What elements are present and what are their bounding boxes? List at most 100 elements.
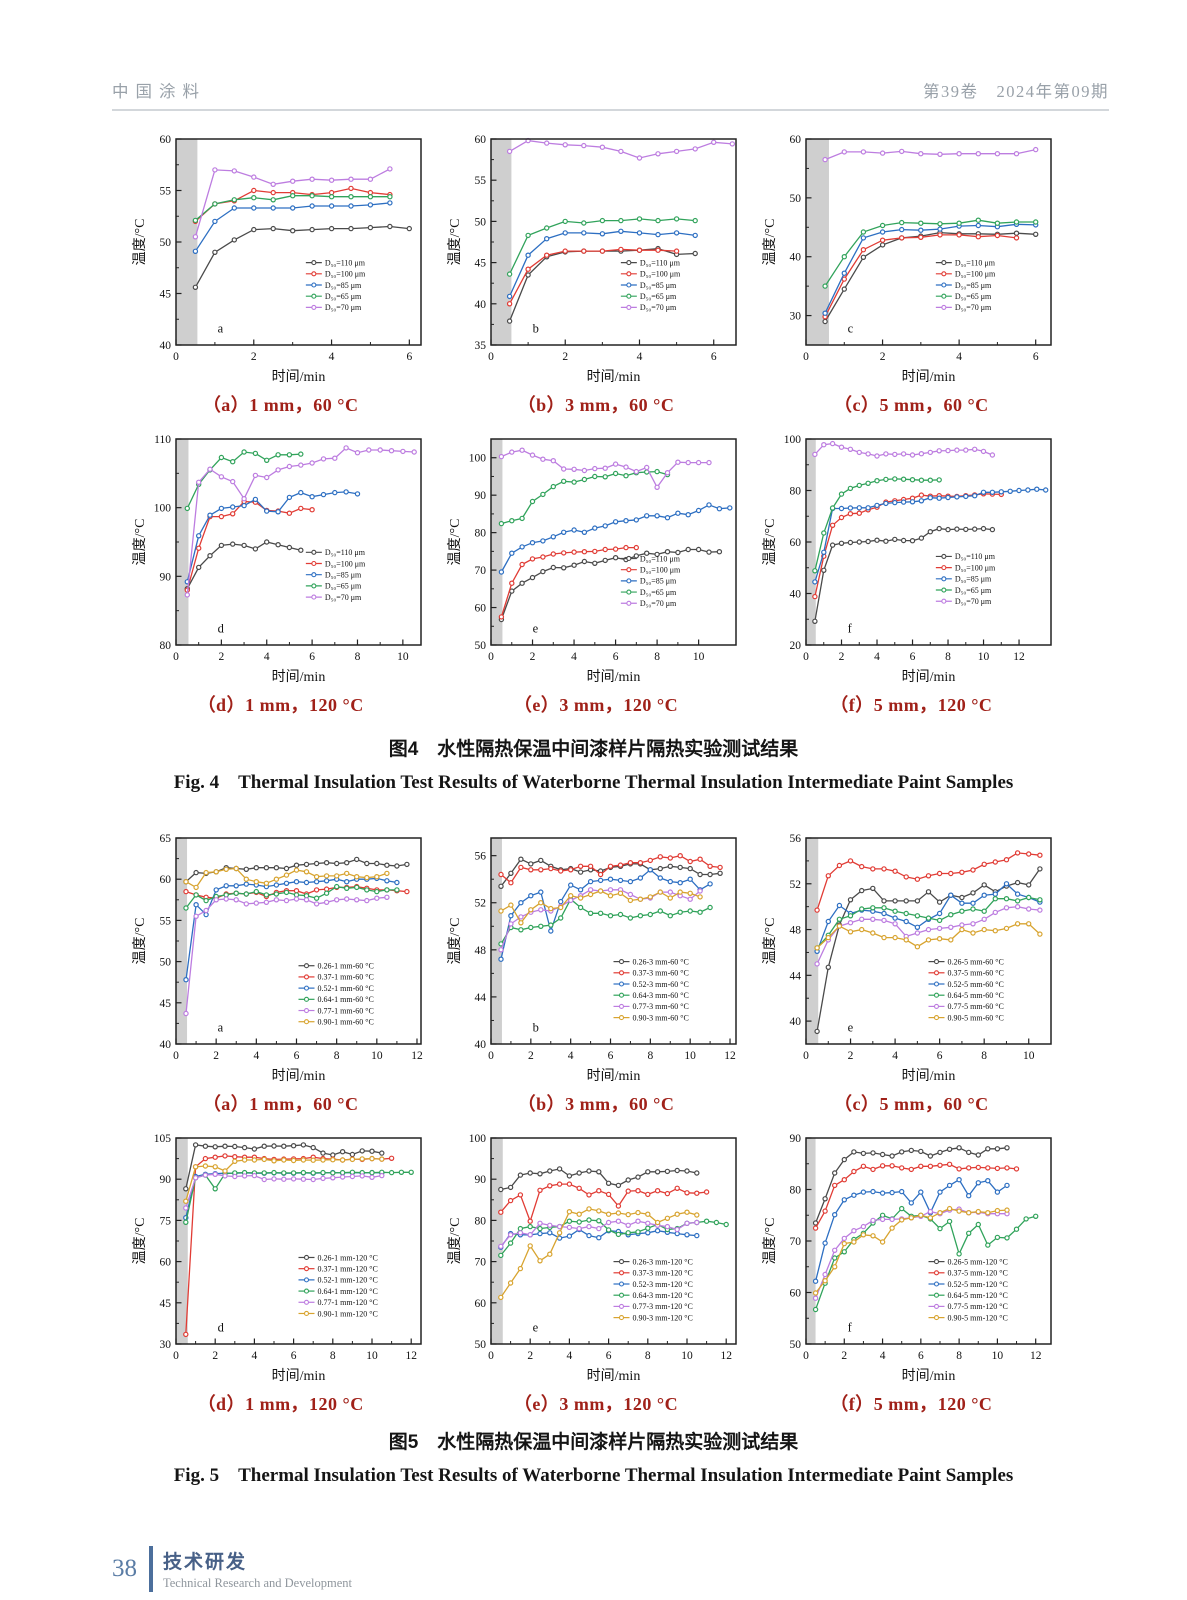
svg-text:40: 40 (474, 299, 486, 311)
legend-label: 0.52-5 mm-60 °C (948, 979, 1004, 988)
panel-letter: b (533, 322, 539, 336)
svg-text:90: 90 (159, 571, 171, 583)
chart-fig5c: 0 2 4 6 8 10 40 44 48 52 56 时间/min 温度/°C e 0.26-5 mm-6… (762, 833, 1053, 1084)
svg-text:60: 60 (474, 603, 486, 615)
legend-label: 0.77-5 mm-120 °C (948, 1302, 1008, 1311)
panel-letter: f (848, 1320, 853, 1334)
svg-text:4: 4 (637, 351, 643, 363)
svg-text:8: 8 (645, 1350, 651, 1362)
svg-text:10: 10 (992, 1350, 1004, 1362)
svg-text:2: 2 (842, 1350, 848, 1362)
svg-text:10: 10 (681, 1350, 693, 1362)
svg-text:56: 56 (790, 833, 802, 845)
figure4-caption: 图4 水性隔热保温中间漆样片隔热实验测试结果 Fig. 4 Thermal In… (0, 733, 1187, 800)
panel-caption-fig5f: （f）5 mm，120 °C (830, 1393, 993, 1414)
legend-label: 0.64-3 mm-120 °C (632, 1291, 692, 1300)
svg-text:时间/min: 时间/min (271, 1068, 325, 1084)
panel-caption-fig4d: （d）1 mm，120 °C (197, 695, 364, 715)
svg-text:100: 100 (469, 453, 487, 465)
chart-fig4c: 0 2 4 6 30 40 50 60 时间/min 温度/°C c D₅₀=110 μm D₅₀=10… (762, 134, 1053, 385)
svg-text:6: 6 (711, 351, 717, 363)
svg-text:6: 6 (918, 1350, 924, 1362)
svg-text:70: 70 (474, 1256, 486, 1268)
svg-text:30: 30 (790, 311, 802, 323)
panel-caption-fig4e: （e）3 mm，120 °C (513, 695, 679, 715)
chart-fig4e: 0 2 4 6 8 10 50 60 70 80 90 100 时间/min 温度/°C e D₅₀=110 … (447, 438, 737, 685)
legend-label: D₅₀=65 μm (640, 292, 677, 301)
legend-label: D₅₀=100 μm (640, 565, 681, 574)
svg-text:20: 20 (790, 640, 802, 652)
chart-fig4d: 0 2 4 6 8 10 80 90 100 110 时间/min 温度/°C d D₅₀=110 μm D… (132, 434, 422, 685)
svg-text:温度/°C: 温度/°C (132, 1217, 148, 1264)
legend-label: 0.64-3 mm-60 °C (632, 991, 688, 1000)
chart-panel-fig5d: 0 2 4 6 8 10 12 30 45 60 75 90 105 时间/min 温度/°C d 0.26-1… (126, 1126, 435, 1416)
svg-text:2: 2 (880, 351, 886, 363)
legend-label: D₅₀=110 μm (325, 548, 366, 557)
svg-text:4: 4 (264, 651, 270, 663)
legend-label: 0.37-5 mm-120 °C (948, 1268, 1008, 1277)
legend-label: 0.52-1 mm-120 °C (317, 1275, 377, 1284)
svg-text:0: 0 (488, 1050, 494, 1062)
svg-text:60: 60 (159, 1256, 171, 1268)
svg-text:80: 80 (790, 1184, 802, 1196)
legend-label: 0.52-5 mm-120 °C (948, 1279, 1008, 1288)
legend-label: D₅₀=65 μm (640, 588, 677, 597)
svg-text:时间/min: 时间/min (587, 369, 641, 385)
svg-text:40: 40 (790, 589, 802, 601)
svg-text:56: 56 (474, 850, 486, 862)
panel-letter: a (217, 322, 223, 336)
footer-section-cn: 技术研发 (163, 1552, 248, 1573)
svg-text:8: 8 (945, 651, 951, 663)
page-header: 中国涂料 第39卷 2024年第09期 (112, 78, 1109, 111)
svg-text:45: 45 (474, 258, 486, 270)
svg-text:4: 4 (893, 1050, 899, 1062)
svg-text:40: 40 (159, 1039, 171, 1051)
svg-text:60: 60 (159, 134, 171, 146)
legend-label: D₅₀=85 μm (325, 571, 362, 580)
svg-text:时间/min: 时间/min (902, 669, 956, 685)
panel-letter: e (848, 1020, 854, 1034)
legend-label: D₅₀=110 μm (955, 552, 996, 561)
chart-panel-fig5c: 0 2 4 6 8 10 40 44 48 52 56 时间/min 温度/°C e 0.26-5 mm-6… (757, 826, 1066, 1116)
svg-text:0: 0 (803, 1350, 809, 1362)
legend-label: 0.26-3 mm-120 °C (632, 1257, 692, 1266)
svg-text:48: 48 (790, 924, 802, 936)
chart-fig5b: 0 2 4 6 8 10 12 40 44 48 52 56 时间/min 温度/°C b 0.26-3 mm… (447, 836, 737, 1084)
svg-text:2: 2 (562, 351, 568, 363)
chart-fig5d: 0 2 4 6 8 10 12 30 45 60 75 90 105 时间/min 温度/°C d 0.26-1… (132, 1133, 422, 1384)
svg-text:90: 90 (790, 1133, 802, 1145)
svg-text:2: 2 (218, 651, 224, 663)
legend-label: 0.26-5 mm-60 °C (948, 957, 1004, 966)
legend-label: 0.90-1 mm-60 °C (317, 1017, 373, 1026)
svg-text:时间/min: 时间/min (902, 1368, 956, 1384)
figure4-panels: 0 2 4 6 40 45 50 55 60 时间/min 温度/°C a D₅₀=110 μm D₅₀=… (126, 127, 1066, 717)
svg-text:8: 8 (330, 1350, 336, 1362)
svg-text:0: 0 (173, 351, 179, 363)
svg-text:75: 75 (159, 1215, 171, 1227)
panel-caption-fig5e: （e）3 mm，120 °C (513, 1393, 679, 1414)
svg-text:8: 8 (982, 1050, 988, 1062)
svg-text:0: 0 (803, 651, 809, 663)
svg-text:温度/°C: 温度/°C (447, 1217, 463, 1264)
svg-text:4: 4 (571, 651, 577, 663)
panel-caption-fig4b: （b）3 mm，60 °C (517, 395, 675, 415)
legend-label: 0.26-3 mm-60 °C (632, 957, 688, 966)
panel-letter: e (533, 622, 539, 636)
chart-panel-fig4e: 0 2 4 6 8 10 50 60 70 80 90 100 时间/min 温度/°C e D₅₀=110 … (441, 427, 750, 717)
svg-text:6: 6 (910, 651, 916, 663)
svg-text:60: 60 (474, 1297, 486, 1309)
legend-label: 0.77-3 mm-60 °C (632, 1002, 688, 1011)
svg-text:时间/min: 时间/min (587, 669, 641, 685)
legend-label: D₅₀=70 μm (325, 303, 362, 312)
svg-text:44: 44 (474, 991, 486, 1003)
footer-section: 技术研发 Technical Research and Development (163, 1547, 352, 1591)
svg-text:60: 60 (790, 537, 802, 549)
svg-text:6: 6 (290, 1350, 296, 1362)
figure5-caption-cn: 图5 水性隔热保温中间漆样片隔热实验测试结果 (388, 1431, 799, 1453)
svg-text:0: 0 (173, 651, 179, 663)
chart-panel-fig4f: 0 2 4 6 8 10 12 20 40 60 80 100 时间/min 温度/°C f D₅₀=110 … (757, 427, 1066, 717)
figure4-caption-en: Fig. 4 Thermal Insulation Test Results o… (173, 772, 1014, 794)
chart-fig4b: 0 2 4 6 35 40 45 50 55 60 时间/min 温度/°C b D₅₀=110 μm D₅… (447, 134, 737, 385)
figure4-caption-cn: 图4 水性隔热保温中间漆样片隔热实验测试结果 (388, 739, 799, 760)
svg-text:0: 0 (173, 1350, 179, 1362)
